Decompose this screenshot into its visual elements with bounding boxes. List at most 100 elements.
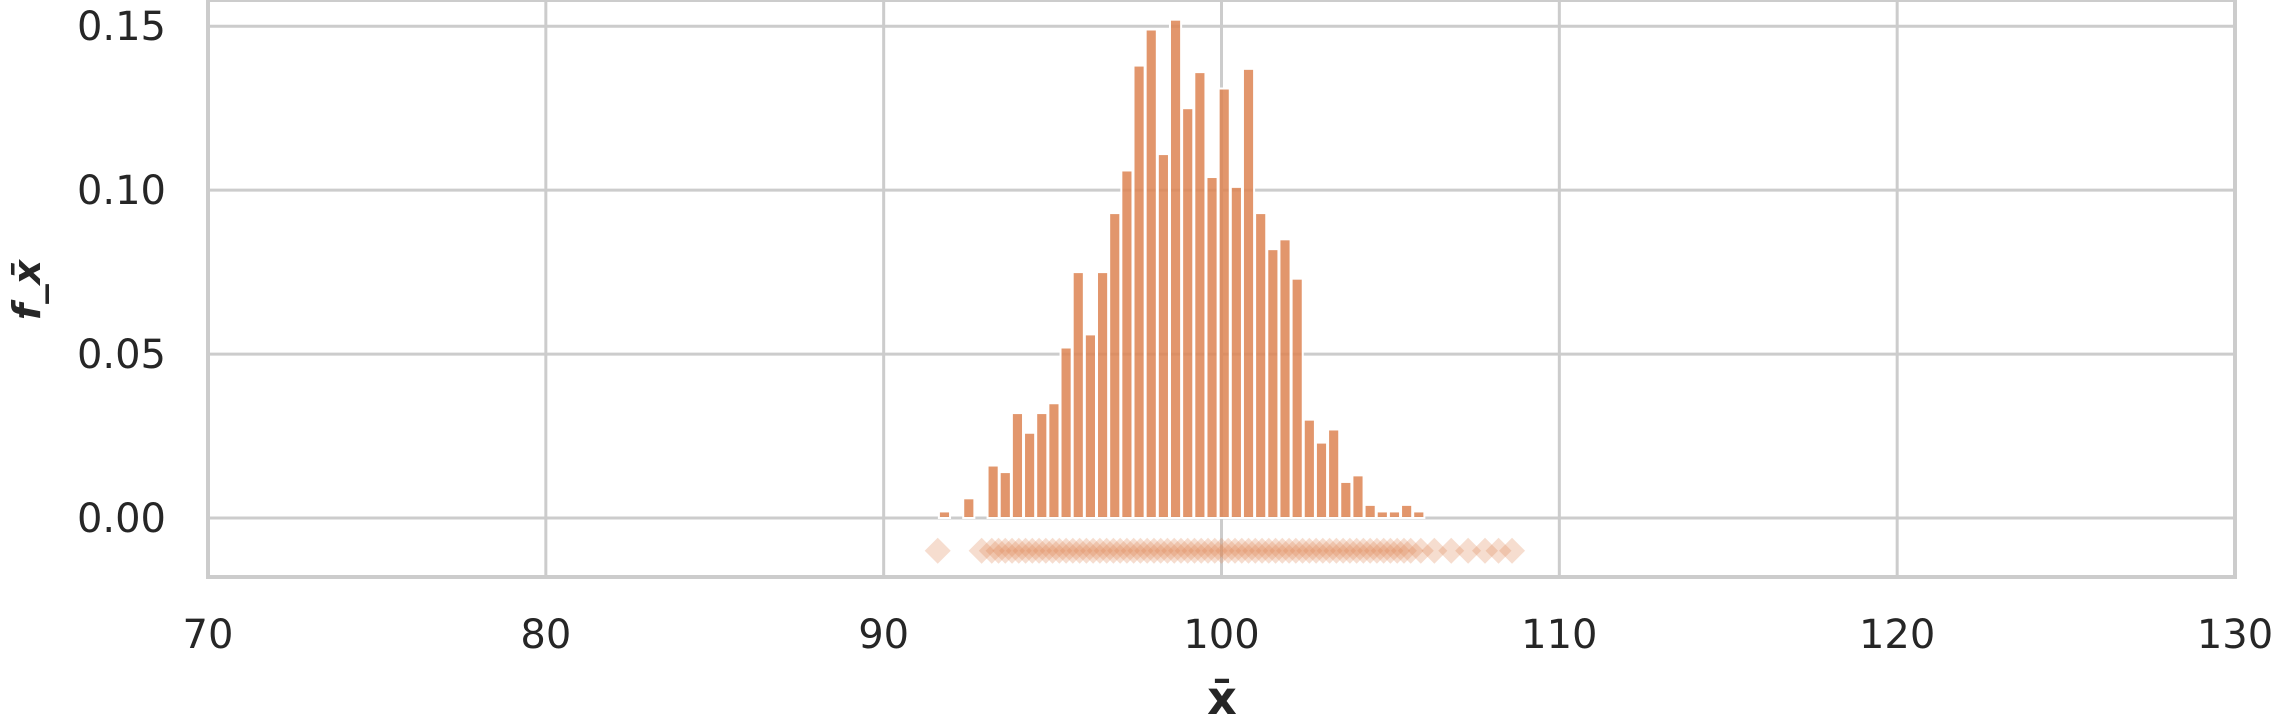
rug-marker bbox=[1350, 537, 1377, 564]
rug-marker bbox=[1053, 537, 1080, 564]
x-axis-label: x̄ bbox=[1207, 671, 1237, 725]
histogram-bar bbox=[1059, 346, 1073, 519]
histogram-bar bbox=[1327, 428, 1341, 519]
rug-marker bbox=[1384, 537, 1411, 564]
histogram-bar bbox=[1229, 185, 1243, 519]
rug-marker bbox=[1343, 537, 1370, 564]
rug-marker bbox=[1174, 537, 1201, 564]
plot-frame bbox=[206, 0, 2237, 579]
histogram-bar bbox=[1266, 248, 1280, 519]
rug-marker bbox=[1039, 537, 1066, 564]
histogram-bar bbox=[1314, 441, 1329, 519]
histogram-bar bbox=[1108, 212, 1122, 519]
x-tick-label: 130 bbox=[2197, 612, 2273, 658]
histogram-bar bbox=[1278, 238, 1292, 519]
rug-marker bbox=[1397, 537, 1424, 564]
rug-marker bbox=[1357, 537, 1384, 564]
histogram-bar bbox=[1023, 431, 1037, 519]
rug-marker bbox=[968, 537, 995, 564]
rug-marker bbox=[1316, 537, 1343, 564]
y-tick-label: 0.10 bbox=[77, 168, 166, 214]
rug-marker bbox=[1120, 537, 1147, 564]
y-axis-label-text: f_x̄ bbox=[5, 258, 49, 320]
rug-marker bbox=[1194, 537, 1221, 564]
rug-marker bbox=[1019, 537, 1046, 564]
rug-marker bbox=[1289, 537, 1316, 564]
x-tick-label: 90 bbox=[858, 612, 909, 658]
rug-marker bbox=[992, 537, 1019, 564]
x-axis-label-text: x̄ bbox=[1207, 671, 1237, 725]
rug-marker bbox=[1100, 537, 1127, 564]
histogram-bar bbox=[1083, 333, 1097, 519]
rug-marker bbox=[1235, 537, 1262, 564]
rug-marker bbox=[1438, 537, 1465, 564]
histogram-bar bbox=[1156, 153, 1170, 519]
histogram-bar bbox=[1387, 510, 1402, 519]
rug-marker bbox=[1336, 537, 1363, 564]
y-axis-label: f_x̄ bbox=[5, 258, 49, 320]
histogram-bar bbox=[937, 510, 952, 519]
rug-marker bbox=[1228, 537, 1255, 564]
rug-marker bbox=[999, 537, 1026, 564]
rug-marker bbox=[1222, 537, 1249, 564]
rug-marker bbox=[1472, 537, 1499, 564]
rug-marker bbox=[1107, 537, 1134, 564]
histogram-bar bbox=[1412, 510, 1426, 519]
rug-marker bbox=[1309, 537, 1336, 564]
histogram-bar bbox=[1339, 480, 1353, 519]
rug-marker bbox=[1276, 537, 1303, 564]
rug-marker bbox=[1363, 537, 1390, 564]
rug-marker bbox=[1377, 537, 1404, 564]
rug-marker bbox=[1140, 537, 1167, 564]
rug-marker bbox=[1303, 537, 1330, 564]
rug-marker bbox=[1249, 537, 1276, 564]
x-tick-label: 100 bbox=[1183, 612, 1259, 658]
histogram-bar bbox=[1375, 510, 1389, 519]
histogram-bar bbox=[1193, 71, 1207, 519]
rug-marker bbox=[1005, 537, 1032, 564]
histogram-bar bbox=[1132, 64, 1146, 519]
histogram-bar bbox=[1302, 418, 1316, 519]
x-tick-label: 70 bbox=[183, 612, 234, 658]
rug-marker bbox=[1208, 537, 1235, 564]
rug-marker bbox=[1113, 537, 1140, 564]
rug-marker bbox=[1330, 537, 1357, 564]
rug-marker bbox=[985, 537, 1012, 564]
rug-marker bbox=[1127, 537, 1154, 564]
rug-marker bbox=[1026, 537, 1053, 564]
histogram-bar bbox=[1205, 176, 1219, 519]
rug-marker bbox=[1201, 537, 1228, 564]
histogram-bar bbox=[1241, 67, 1256, 519]
rug-marker bbox=[1181, 537, 1208, 564]
rug-marker bbox=[1167, 537, 1194, 564]
rug-marker bbox=[1188, 537, 1215, 564]
histogram-bar bbox=[1071, 271, 1085, 519]
histogram-bar bbox=[1400, 503, 1414, 519]
rug-marker bbox=[1262, 537, 1289, 564]
rug-marker bbox=[924, 537, 951, 564]
histogram-bar bbox=[998, 471, 1012, 519]
histogram-bar bbox=[1010, 412, 1025, 519]
rug-marker bbox=[1147, 537, 1174, 564]
y-tick-label: 0.15 bbox=[77, 4, 166, 50]
histogram-bar bbox=[1181, 107, 1195, 519]
rug-marker bbox=[978, 537, 1005, 564]
histogram-bar bbox=[1035, 412, 1049, 519]
histogram-bar bbox=[962, 497, 976, 519]
rug-marker bbox=[1012, 537, 1039, 564]
rug-marker bbox=[1086, 537, 1113, 564]
rug-marker bbox=[1255, 537, 1282, 564]
rug-marker bbox=[1080, 537, 1107, 564]
rug-marker bbox=[1282, 537, 1309, 564]
histogram-bar bbox=[1217, 87, 1231, 519]
rug-marker bbox=[1407, 537, 1434, 564]
rug-marker bbox=[1323, 537, 1350, 564]
rug-marker bbox=[1370, 537, 1397, 564]
rug-markers bbox=[924, 537, 1526, 564]
histogram-bar bbox=[1168, 18, 1183, 519]
rug-marker bbox=[1296, 537, 1323, 564]
histogram-bar bbox=[1144, 28, 1158, 519]
rug-marker bbox=[1073, 537, 1100, 564]
histogram-bar bbox=[1363, 503, 1377, 519]
